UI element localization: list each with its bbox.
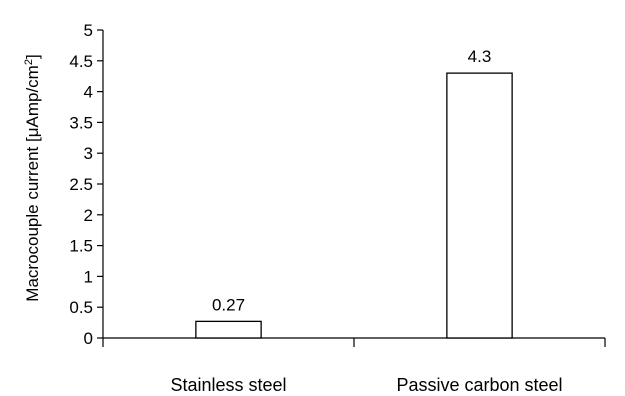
category-label: Stainless steel (170, 375, 286, 395)
bar-1 (195, 320, 262, 339)
y-tick-label: 4 (84, 83, 93, 102)
category-label: Passive carbon steel (396, 375, 562, 395)
y-tick-label: 3.5 (69, 113, 93, 132)
y-tick-label: 0.5 (69, 298, 93, 317)
y-axis-title: Macrocouple current [μAmp/cm2] (23, 54, 42, 301)
y-tick-label: 5 (84, 21, 93, 40)
data-label: 0.27 (212, 295, 245, 314)
y-tick-label: 2 (84, 206, 93, 225)
bar-2 (446, 72, 513, 339)
y-tick-label: 4.5 (69, 52, 93, 71)
data-label: 4.3 (468, 47, 492, 66)
y-tick-label: 3 (84, 144, 93, 163)
y-tick-label: 0 (84, 329, 93, 348)
y-tick-label: 1 (84, 267, 93, 286)
y-tick-label: 1.5 (69, 237, 93, 256)
y-tick-label: 2.5 (69, 175, 93, 194)
